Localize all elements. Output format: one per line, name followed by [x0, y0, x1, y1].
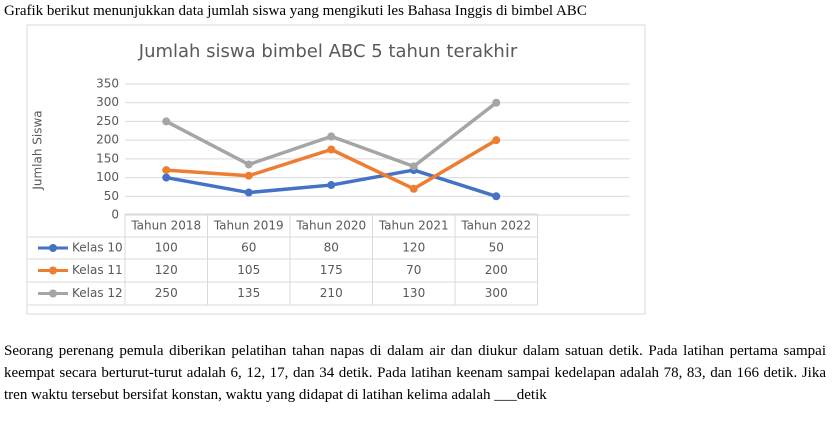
table-value: 120	[155, 263, 178, 277]
table-value: 100	[155, 241, 178, 255]
x-tick-label: Tahun 2019	[213, 219, 284, 233]
x-tick-label: Tahun 2018	[130, 219, 201, 233]
data-point	[492, 98, 501, 107]
table-value: 70	[406, 263, 421, 277]
intro-text: Grafik berikut menunjukkan data jumlah s…	[4, 3, 587, 19]
table-value: 105	[237, 263, 260, 277]
table-value: 300	[485, 286, 508, 300]
table-value: 175	[320, 263, 343, 277]
y-tick-label: 250	[96, 114, 119, 128]
chart-frame	[26, 24, 646, 315]
y-tick-label: 50	[104, 189, 119, 203]
table-value: 135	[237, 286, 260, 300]
x-tick-label: Tahun 2021	[378, 219, 449, 233]
legend-label: Kelas 10	[72, 241, 123, 255]
data-point	[162, 166, 171, 175]
x-tick-label: Tahun 2020	[295, 219, 366, 233]
y-tick-label: 350	[96, 77, 119, 91]
data-point	[327, 145, 336, 154]
data-point	[162, 173, 171, 182]
table-value: 210	[320, 286, 343, 300]
y-tick-label: 200	[96, 133, 119, 147]
table-value: 60	[241, 241, 256, 255]
data-point	[244, 160, 253, 169]
y-tick-label: 150	[96, 151, 119, 165]
chart-title: Jumlah siswa bimbel ABC 5 tahun terakhir	[138, 41, 518, 62]
data-point	[162, 117, 171, 126]
x-tick-label: Tahun 2022	[460, 219, 531, 233]
data-point	[327, 181, 336, 190]
question-text: Seorang perenang pemula diberikan pelati…	[4, 343, 826, 403]
data-point	[244, 171, 253, 180]
table-value: 50	[489, 241, 504, 255]
y-tick-label: 300	[96, 95, 119, 109]
data-point	[327, 132, 336, 141]
y-axis-label: Jumlah Siswa	[31, 110, 45, 190]
legend-label: Kelas 12	[72, 286, 123, 300]
legend-label: Kelas 11	[72, 263, 123, 277]
legend-swatch	[49, 244, 57, 252]
chart: Jumlah siswa bimbel ABC 5 tahun terakhir…	[26, 24, 646, 315]
table-value: 120	[402, 241, 425, 255]
legend-swatch	[49, 289, 57, 298]
y-tick-label: 0	[111, 208, 119, 222]
data-point	[492, 136, 501, 145]
legend-swatch	[49, 266, 57, 275]
table-value: 130	[402, 286, 425, 300]
data-point	[409, 162, 418, 171]
table-value: 250	[155, 286, 178, 300]
table-value: 80	[324, 241, 339, 255]
y-tick-label: 100	[96, 170, 119, 184]
data-point	[244, 188, 253, 197]
data-point	[409, 184, 418, 193]
table-value: 200	[485, 263, 508, 277]
data-point	[492, 192, 501, 201]
